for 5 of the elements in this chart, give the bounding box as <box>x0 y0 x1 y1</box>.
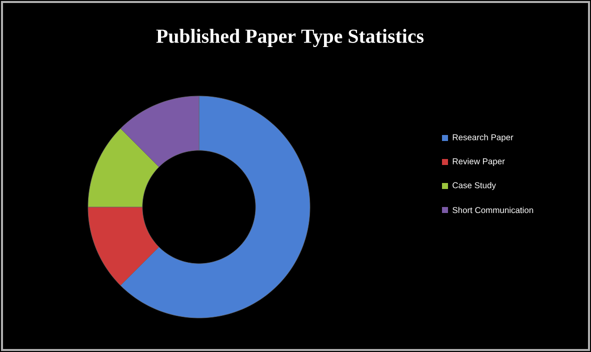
legend-label: Research Paper <box>452 134 514 142</box>
legend-label: Case Study <box>452 182 496 190</box>
legend-label: Short Communication <box>452 206 534 214</box>
legend-label: Review Paper <box>452 158 505 166</box>
chart-title: Published Paper Type Statistics <box>156 28 424 48</box>
